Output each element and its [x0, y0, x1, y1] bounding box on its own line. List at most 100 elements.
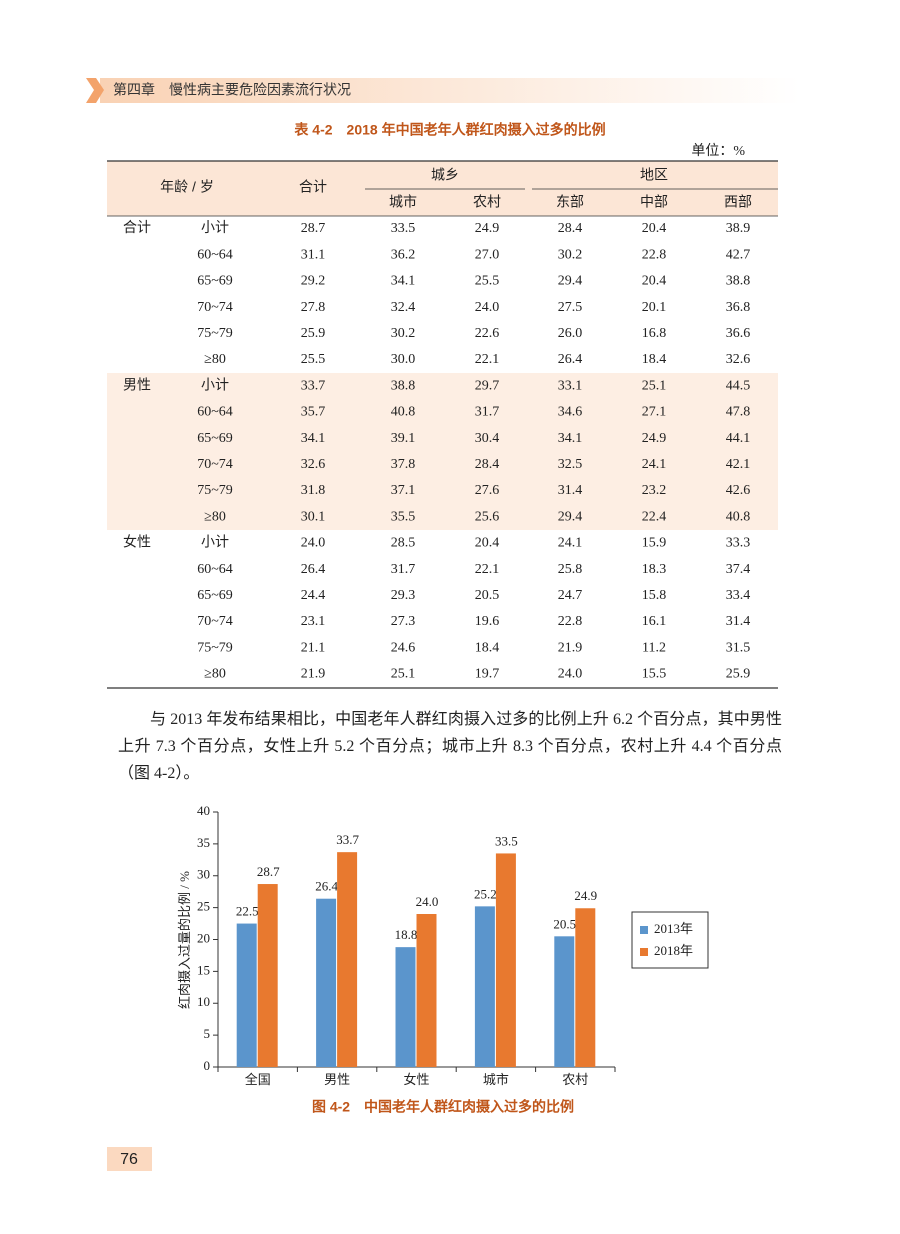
x-tick-label: 农村	[562, 1072, 588, 1087]
table-cell: 24.9	[642, 431, 667, 446]
table-cell: 33.5	[391, 221, 416, 236]
legend-box	[631, 911, 709, 969]
table-cell: 25.5	[301, 352, 326, 367]
table-cell: 29.4	[558, 274, 583, 289]
table-header: 合计	[299, 179, 327, 195]
table-cell: 65~69	[197, 431, 233, 446]
table-cell: 31.1	[301, 247, 326, 262]
table-cell: 28.4	[558, 221, 583, 236]
table-header: 东部	[556, 194, 584, 210]
table-cell: 65~69	[197, 274, 233, 289]
table-cell: 24.6	[391, 640, 416, 655]
table-cell: ≥80	[204, 667, 226, 682]
table-cell: 42.6	[726, 483, 751, 498]
group-band	[107, 373, 778, 530]
table-cell: 42.1	[726, 457, 751, 472]
table-cell: 32.5	[558, 457, 583, 472]
table-cell: 25.1	[642, 378, 667, 393]
table-cell: 15.5	[642, 667, 667, 682]
table-cell: 20.4	[642, 274, 667, 289]
table-cell: 31.8	[301, 483, 326, 498]
table-cell: 18.4	[475, 640, 500, 655]
table-cell: 27.1	[642, 405, 667, 420]
table-cell: 37.8	[391, 457, 416, 472]
table-cell: 25.1	[391, 667, 416, 682]
table-cell: 22.8	[642, 247, 667, 262]
table-cell: 38.9	[726, 221, 751, 236]
data-label: 20.5	[553, 916, 576, 931]
table-cell: 22.1	[475, 562, 500, 577]
table-cell: 27.6	[475, 483, 500, 498]
table-cell: 21.1	[301, 640, 326, 655]
table-cell: 小计	[201, 220, 229, 236]
table-cell: 40.8	[726, 509, 751, 524]
table-cell: 34.1	[391, 274, 416, 289]
table-cell: 25.8	[558, 562, 583, 577]
table-cell: 33.3	[726, 536, 751, 551]
header-arrow	[86, 78, 104, 103]
data-label: 24.0	[416, 894, 439, 909]
table-cell: ≥80	[204, 352, 226, 367]
table-cell: 24.7	[558, 588, 583, 603]
table-cell: 22.8	[558, 614, 583, 629]
table-cell: 27.8	[301, 300, 326, 315]
table-cell: 70~74	[197, 457, 233, 472]
table-cell: 19.7	[475, 667, 500, 682]
y-tick-label: 30	[197, 867, 210, 882]
bar	[337, 852, 358, 1067]
table-cell: 20.4	[642, 221, 667, 236]
table-cell: 33.1	[558, 378, 583, 393]
table-cell: 19.6	[475, 614, 500, 629]
bar	[236, 923, 257, 1067]
table-cell: 22.6	[475, 326, 500, 341]
table-cell: 24.1	[558, 536, 583, 551]
table-header: 城乡	[431, 167, 459, 183]
table-cell: 25.6	[475, 509, 500, 524]
y-tick-label: 15	[197, 962, 210, 977]
group-label: 男性	[123, 377, 151, 393]
table-cell: 29.2	[301, 274, 326, 289]
y-tick-label: 5	[204, 1026, 211, 1041]
table-cell: 70~74	[197, 300, 233, 315]
legend-swatch	[640, 926, 648, 934]
page-number: 76	[120, 1151, 138, 1168]
table-header: 年龄 / 岁	[160, 179, 214, 195]
table-cell: 30.0	[391, 352, 416, 367]
group-label: 合计	[123, 220, 151, 236]
table-cell: 23.2	[642, 483, 667, 498]
legend-label: 2013年	[654, 921, 693, 936]
table-cell: 小计	[201, 377, 229, 393]
y-tick-label: 10	[197, 994, 210, 1009]
table-cell: 18.3	[642, 562, 667, 577]
table-cell: 60~64	[197, 562, 233, 577]
data-label: 22.5	[236, 904, 259, 919]
legend-label: 2018年	[654, 943, 693, 958]
table-header: 地区	[640, 167, 668, 183]
table-cell: 33.4	[726, 588, 751, 603]
table-cell: 32.4	[391, 300, 416, 315]
table-cell: 24.9	[475, 221, 500, 236]
table-cell: 75~79	[197, 483, 233, 498]
table-cell: 27.0	[475, 247, 500, 262]
bar	[257, 884, 278, 1067]
table-cell: 39.1	[391, 431, 416, 446]
table-cell: 32.6	[726, 352, 751, 367]
table-unit: 单位：%	[691, 143, 745, 159]
table-cell: 21.9	[301, 667, 326, 682]
y-tick-label: 25	[197, 899, 210, 914]
table-cell: 28.5	[391, 536, 416, 551]
table-cell: 60~64	[197, 247, 233, 262]
table-header: 城市	[389, 194, 417, 210]
table-cell: 26.4	[301, 562, 326, 577]
table-cell: 31.4	[726, 614, 751, 629]
table-cell: 25.9	[301, 326, 326, 341]
body-paragraph: 与 2013 年发布结果相比，中国老年人群红肉摄入过多的比例上升 6.2 个百分…	[118, 711, 782, 782]
bar	[575, 908, 596, 1067]
table-header: 农村	[473, 194, 501, 210]
table-cell: 28.4	[475, 457, 500, 472]
table-cell: 24.1	[642, 457, 667, 472]
table-cell: 40.8	[391, 405, 416, 420]
table-cell: 37.1	[391, 483, 416, 498]
table-cell: 22.4	[642, 509, 667, 524]
table-cell: 28.7	[301, 221, 326, 236]
